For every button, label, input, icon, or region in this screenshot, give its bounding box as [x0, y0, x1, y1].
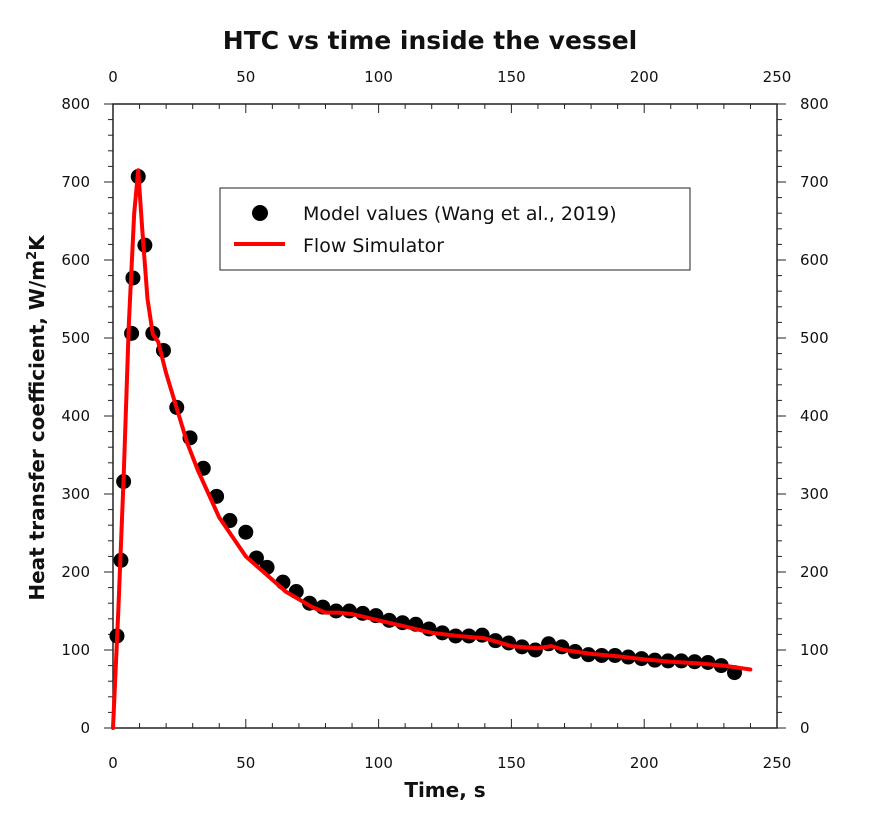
- x-tick-label-bottom: 150: [497, 754, 526, 772]
- y-tick-label-right: 0: [800, 719, 810, 737]
- x-tick-label-bottom: 100: [364, 754, 393, 772]
- x-tick-label-top: 150: [497, 68, 526, 86]
- y-tick-label-right: 600: [800, 251, 829, 269]
- flow-simulator-line: [111, 168, 753, 730]
- y-axis-label-tail: K: [25, 234, 49, 251]
- legend-marker-model: [252, 205, 268, 221]
- y-tick-label-left: 100: [61, 641, 90, 659]
- x-tick-label-bottom: 50: [236, 754, 255, 772]
- y-tick-label-right: 400: [800, 407, 829, 425]
- chart-title: HTC vs time inside the vessel: [223, 26, 637, 55]
- x-tick-label-top: 0: [108, 68, 118, 86]
- y-tick-label-right: 300: [800, 485, 829, 503]
- y-tick-label-right: 200: [800, 563, 829, 581]
- y-tick-label-left: 0: [80, 719, 90, 737]
- y-tick-label-left: 500: [61, 329, 90, 347]
- legend-label-flow-simulator: Flow Simulator: [303, 235, 444, 257]
- top-axis: 0 50 100 150 200 250: [108, 68, 791, 113]
- model-value-point: [238, 524, 254, 540]
- y-axis-label: Heat transfer coefficient, W/m2K: [25, 234, 49, 601]
- y-tick-label-left: 700: [61, 173, 90, 191]
- x-axis-label: Time, s: [404, 778, 485, 802]
- x-tick-label-bottom: 0: [108, 754, 118, 772]
- model-value-point: [124, 325, 140, 341]
- y-tick-label-right: 100: [800, 641, 829, 659]
- x-tick-label-top: 250: [763, 68, 792, 86]
- y-tick-label-right: 500: [800, 329, 829, 347]
- y-axis-label-main: Heat transfer coefficient, W/m: [25, 260, 49, 601]
- y-tick-label-left: 600: [61, 251, 90, 269]
- y-tick-label-right: 800: [800, 95, 829, 113]
- right-axis: 0 100 200 300 400 500 600 700 800: [777, 95, 829, 737]
- x-tick-label-bottom: 200: [630, 754, 659, 772]
- x-tick-label-bottom: 250: [763, 754, 792, 772]
- bottom-axis: 0 50 100 150 200 250: [108, 719, 791, 772]
- y-tick-label-right: 700: [800, 173, 829, 191]
- x-tick-label-top: 100: [364, 68, 393, 86]
- y-tick-label-left: 300: [61, 485, 90, 503]
- y-tick-label-left: 200: [61, 563, 90, 581]
- legend-box: [219, 187, 691, 271]
- x-tick-label-top: 50: [236, 68, 255, 86]
- left-axis: 0 100 200 300 400 500 600 700 800: [61, 95, 113, 737]
- series-layer: [109, 168, 753, 730]
- y-tick-label-left: 800: [61, 95, 90, 113]
- y-tick-label-left: 400: [61, 407, 90, 425]
- legend: Model values (Wang et al., 2019) Flow Si…: [219, 187, 691, 271]
- plot-frame: [112, 103, 778, 729]
- y-axis-label-sup: 2: [25, 251, 40, 260]
- x-tick-label-top: 200: [630, 68, 659, 86]
- legend-label-model: Model values (Wang et al., 2019): [303, 203, 617, 225]
